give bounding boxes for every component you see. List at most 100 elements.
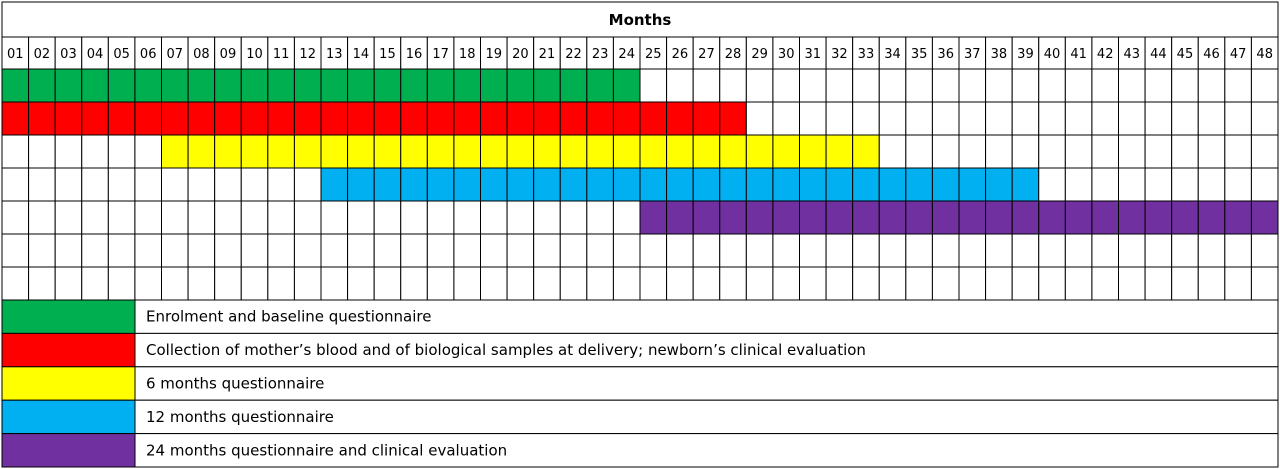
empty-cell: [559, 233, 588, 268]
month-label: 23: [592, 47, 609, 62]
empty-cell: [1011, 266, 1040, 301]
month-label: 30: [778, 47, 795, 62]
empty-cell: [1064, 101, 1093, 136]
month-label: 34: [884, 47, 901, 62]
activity-bar-cell: [985, 167, 1013, 202]
empty-cell: [347, 266, 375, 301]
month-label: 08: [193, 47, 210, 62]
activity-bar-cell: [320, 68, 349, 103]
activity-bar-cell: [533, 68, 561, 103]
empty-cell: [81, 233, 109, 268]
empty-cell: [852, 266, 880, 301]
empty-cell: [1091, 233, 1119, 268]
empty-cell: [719, 68, 747, 103]
empty-cell: [692, 68, 721, 103]
empty-cell: [320, 200, 349, 235]
activity-bar-cell: [692, 101, 721, 136]
empty-cell: [134, 134, 163, 169]
activity-bar-cell: [1, 68, 30, 103]
month-cell: [161, 36, 189, 70]
empty-cell: [1144, 68, 1173, 103]
empty-cell: [293, 167, 322, 202]
activity-bar-cell: [852, 167, 880, 202]
empty-cell: [586, 200, 614, 235]
legend-label: Collection of mother’s blood and of biol…: [146, 341, 866, 359]
empty-cell: [533, 233, 561, 268]
activity-bar-cell: [293, 134, 322, 169]
activity-bar-cell: [719, 101, 747, 136]
empty-cell: [1011, 134, 1040, 169]
activity-bar-cell: [931, 167, 960, 202]
empty-cell: [958, 68, 987, 103]
empty-cell: [161, 233, 189, 268]
empty-cell: [1118, 167, 1146, 202]
empty-cell: [240, 233, 269, 268]
empty-cell: [54, 167, 83, 202]
empty-cell: [533, 200, 561, 235]
activity-bar-cell: [373, 68, 402, 103]
empty-cell: [825, 101, 854, 136]
activity-bar-cell: [586, 134, 614, 169]
month-label: 27: [698, 47, 715, 62]
empty-cell: [1118, 101, 1146, 136]
empty-cell: [1171, 101, 1199, 136]
empty-cell: [533, 266, 561, 301]
empty-cell: [1118, 233, 1146, 268]
empty-cell: [1091, 167, 1119, 202]
empty-cell: [134, 233, 163, 268]
activity-bar-cell: [825, 200, 854, 235]
empty-cell: [559, 266, 588, 301]
activity-bar-cell: [267, 101, 295, 136]
month-label: 31: [805, 47, 822, 62]
month-label: 19: [486, 47, 503, 62]
empty-cell: [453, 233, 481, 268]
activity-bar-cell: [1171, 200, 1199, 235]
activity-bar-cell: [772, 200, 801, 235]
empty-cell: [852, 101, 880, 136]
empty-cell: [931, 266, 960, 301]
empty-cell: [985, 101, 1013, 136]
activity-bar-cell: [81, 68, 109, 103]
empty-cell: [426, 200, 455, 235]
empty-cell: [400, 233, 428, 268]
empty-cell: [28, 134, 56, 169]
empty-cell: [1197, 167, 1226, 202]
empty-cell: [54, 233, 83, 268]
empty-cell: [1, 233, 30, 268]
activity-bar-cell: [453, 167, 481, 202]
month-cell: [400, 36, 428, 70]
activity-bar-cell: [187, 68, 216, 103]
empty-cell: [1144, 101, 1173, 136]
activity-bar-cell: [400, 167, 428, 202]
activity-bar-cell: [347, 101, 375, 136]
empty-cell: [1250, 68, 1279, 103]
month-cell: [1144, 36, 1173, 70]
empty-cell: [107, 266, 136, 301]
empty-cell: [799, 266, 827, 301]
activity-bar-cell: [320, 167, 349, 202]
empty-cell: [666, 266, 694, 301]
activity-bar-cell: [533, 167, 561, 202]
legend: Enrolment and baseline questionnaire Coll…: [1, 299, 1279, 468]
empty-cell: [28, 200, 56, 235]
activity-bar-cell: [293, 101, 322, 136]
activity-bar-cell: [480, 134, 508, 169]
empty-cell: [692, 233, 721, 268]
activity-bar-cell: [1224, 200, 1252, 235]
activity-bar-cell: [958, 200, 987, 235]
empty-cell: [985, 266, 1013, 301]
empty-cell: [1224, 266, 1252, 301]
empty-cell: [107, 233, 136, 268]
empty-cell: [612, 266, 641, 301]
activity-bar-cell: [612, 101, 641, 136]
empty-cell: [1038, 134, 1066, 169]
activity-bar-cell: [825, 167, 854, 202]
month-label: 15: [379, 47, 396, 62]
month-cell: [586, 36, 614, 70]
empty-cell: [54, 134, 83, 169]
empty-cell: [373, 200, 402, 235]
empty-cell: [426, 266, 455, 301]
month-label: 29: [751, 47, 768, 62]
month-label: 05: [113, 47, 130, 62]
